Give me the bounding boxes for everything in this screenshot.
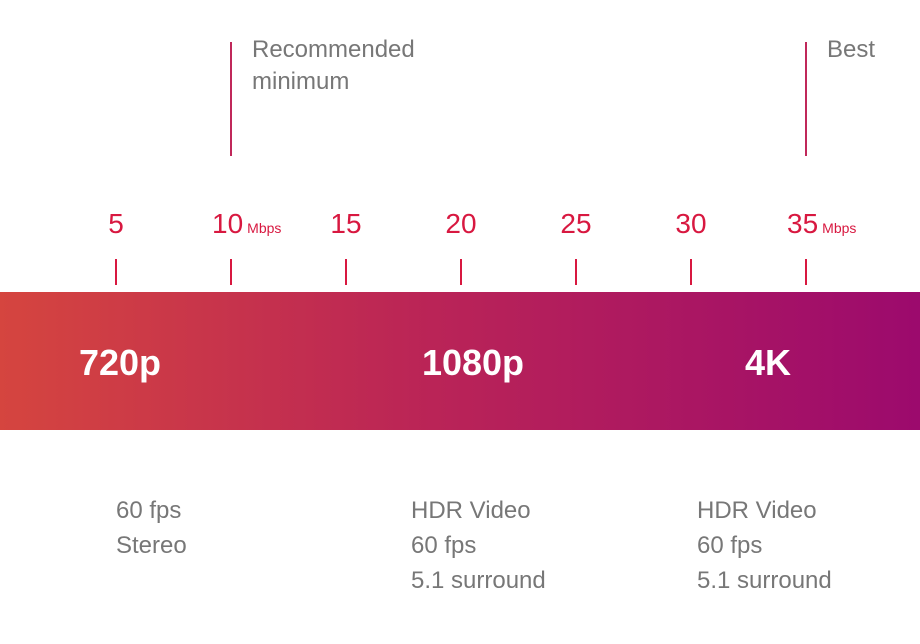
feature: HDR Video: [697, 497, 817, 524]
tick-mark: [460, 259, 462, 285]
tick-value: 25: [560, 208, 592, 239]
tick-label: 15: [330, 207, 361, 241]
tier-name: 4K: [744, 342, 792, 383]
marker-line-text: minimum: [252, 68, 350, 95]
feature-list: HDR Video 60 fps 5.1 surround: [411, 493, 546, 598]
tick-mark: [345, 259, 347, 285]
tick-value: 5: [108, 208, 124, 239]
tick-mark: [575, 259, 577, 285]
tier-name: 720p: [78, 342, 162, 383]
tier-name: 1080p: [421, 342, 525, 383]
tick-label: 30: [675, 207, 706, 241]
feature: Stereo: [116, 532, 187, 559]
tick-label: 35 Mbps: [787, 207, 856, 245]
feature: 60 fps: [411, 532, 477, 559]
tick-label: 20: [445, 207, 476, 241]
tick-label: 25: [560, 207, 591, 241]
feature: 60 fps: [116, 497, 182, 524]
marker-text: Best: [827, 34, 875, 66]
feature: 5.1 surround: [697, 567, 832, 594]
tick-mark: [805, 259, 807, 285]
tick-value: 35: [787, 208, 819, 239]
marker-line-text: Best: [827, 36, 876, 63]
tick-unit: Mbps: [247, 220, 282, 236]
marker-line: [230, 42, 232, 156]
feature: 60 fps: [697, 532, 763, 559]
tick-mark: [230, 259, 232, 285]
tick-label: 5: [108, 207, 124, 241]
bitrate-bar: [0, 292, 920, 430]
tick-value: 30: [675, 208, 707, 239]
tick-mark: [690, 259, 692, 285]
tick-label: 10 Mbps: [212, 207, 281, 245]
tick-mark: [115, 259, 117, 285]
tick-unit: Mbps: [822, 220, 857, 236]
marker-line-text: Recommended: [252, 36, 415, 63]
feature: 5.1 surround: [411, 567, 546, 594]
marker-line: [805, 42, 807, 156]
marker-text: Recommended minimum: [252, 34, 415, 98]
tick-value: 10: [212, 208, 244, 239]
tick-value: 20: [445, 208, 477, 239]
feature: HDR Video: [411, 497, 531, 524]
feature-list: HDR Video 60 fps 5.1 surround: [697, 493, 832, 598]
tick-value: 15: [330, 208, 362, 239]
feature-list: 60 fps Stereo: [116, 493, 187, 563]
